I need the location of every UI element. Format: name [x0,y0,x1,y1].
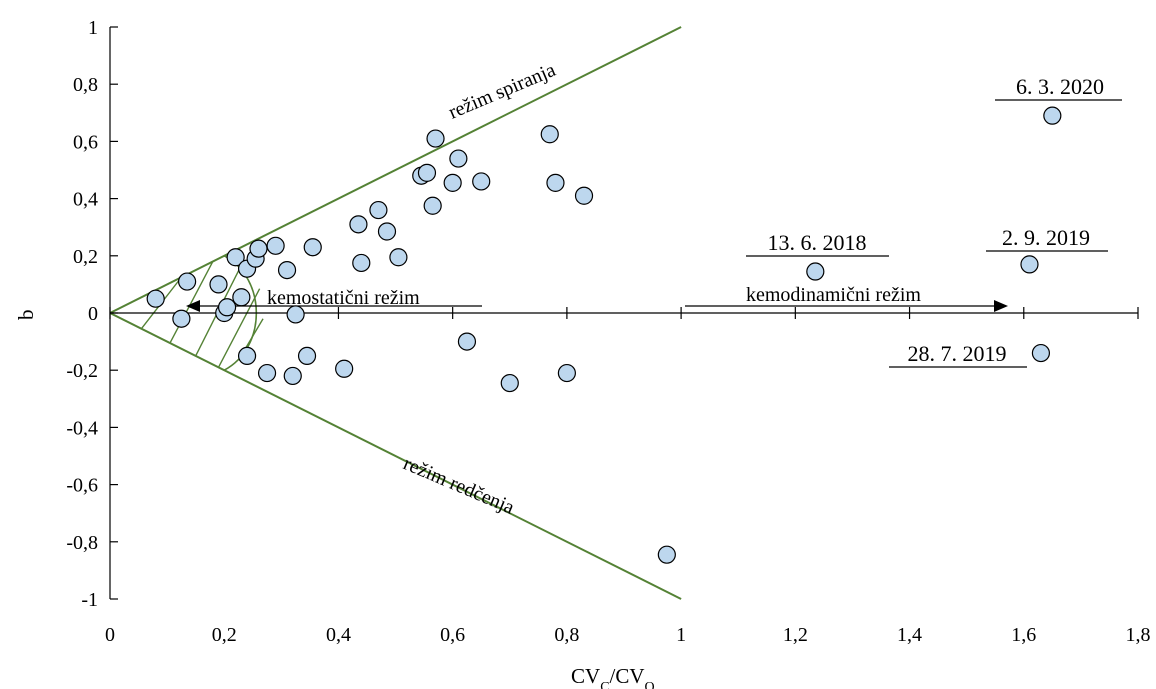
data-point [226,248,245,267]
date-annotation-label: 28. 7. 2019 [908,341,1007,366]
date-annotation-label: 2. 9. 2019 [1002,225,1090,250]
x-tick-label: 1,6 [1011,624,1036,646]
x-tick-label: 0,2 [212,624,237,646]
data-point [172,309,191,328]
data-point [472,172,491,191]
y-tick-label: -0,4 [66,417,98,439]
y-tick-label: -0,2 [66,360,98,382]
y-tick-label: 0,2 [73,246,98,268]
data-point [500,373,519,393]
x-tick-label: 0,6 [440,624,465,646]
data-point [389,248,408,267]
x-tick-label: 1 [676,624,686,646]
data-point [1020,255,1039,274]
data-point [349,215,368,234]
data-point [232,288,251,307]
data-point [297,346,317,365]
y-tick-label: -0,6 [66,475,98,497]
data-point [377,222,397,241]
hatch-line [217,288,261,368]
axes [109,26,1139,600]
x-tick-label: 1,4 [897,624,922,646]
data-point [237,346,257,365]
data-point [426,129,445,148]
y-tick-label: -0,8 [66,532,98,554]
data-point [266,236,285,255]
data-point [209,275,228,294]
data-point [1043,106,1062,125]
tick-labels: 1 0,8 0,6 0,4 0,2 0 -0,2 -0,4 -0,6 -0,8 -1 0 0,2 0,4 0… [66,17,1150,646]
chemostatic-regime-label: kemostatični režim [267,287,420,309]
data-point [217,298,237,317]
y-tick-label: 1 [88,17,98,39]
x-tick-label: 0 [105,624,115,646]
data-point [369,200,388,220]
flushing-boundary-line [109,26,682,314]
hatch-line [169,261,214,344]
x-tick-label: 0,4 [326,624,351,646]
data-point [286,305,305,324]
data-point [283,366,302,386]
dilution-regime-label: režim redčenja [400,452,518,519]
data-point [449,149,468,168]
y-tick-label: 0,8 [73,74,98,96]
dilution-boundary-line [109,312,682,600]
data-point [146,289,165,308]
data-point [335,359,354,378]
data-point [657,545,676,564]
data-point [178,272,197,291]
x-axis-title: CVC/CVQ [571,664,655,689]
data-point [249,239,268,258]
y-tick-label: 0,6 [73,131,98,153]
data-point [417,163,437,182]
data-point [277,261,297,280]
regime-boundaries [109,26,682,600]
data-point [457,332,477,351]
data-point [806,262,825,281]
data-point [557,363,576,383]
date-annotation-label: 6. 3. 2020 [1016,74,1104,99]
x-tick-label: 0,8 [554,624,579,646]
data-point [443,173,462,192]
data-point [423,196,442,215]
data-point [540,125,559,144]
y-tick-label: 0 [88,303,98,325]
date-annotations: 6. 3. 2020 13. 6. 2018 2. 9. 2019 28. 7. 20… [746,74,1122,368]
data-point [257,363,277,383]
data-point [303,238,322,257]
x-tick-label: 1,2 [783,624,808,646]
regime-arrows [186,300,1008,312]
data-point [546,173,565,192]
date-annotation-label: 13. 6. 2018 [768,230,867,255]
x-tick-label: 1,8 [1126,624,1151,646]
flushing-regime-label: režim spiranja [445,59,558,124]
y-axis-title: b [14,310,38,321]
y-tick-label: 0,4 [73,189,98,211]
chemodynamic-regime-label: kemodinamični režim [746,284,921,306]
chemodynamic-arrow-head [994,300,1008,312]
data-point [574,186,594,205]
data-points [146,106,1062,564]
y-tick-label: -1 [81,589,98,611]
data-point [1031,343,1051,363]
data-point [352,253,371,273]
chemostatic-arrow-head [186,300,200,312]
